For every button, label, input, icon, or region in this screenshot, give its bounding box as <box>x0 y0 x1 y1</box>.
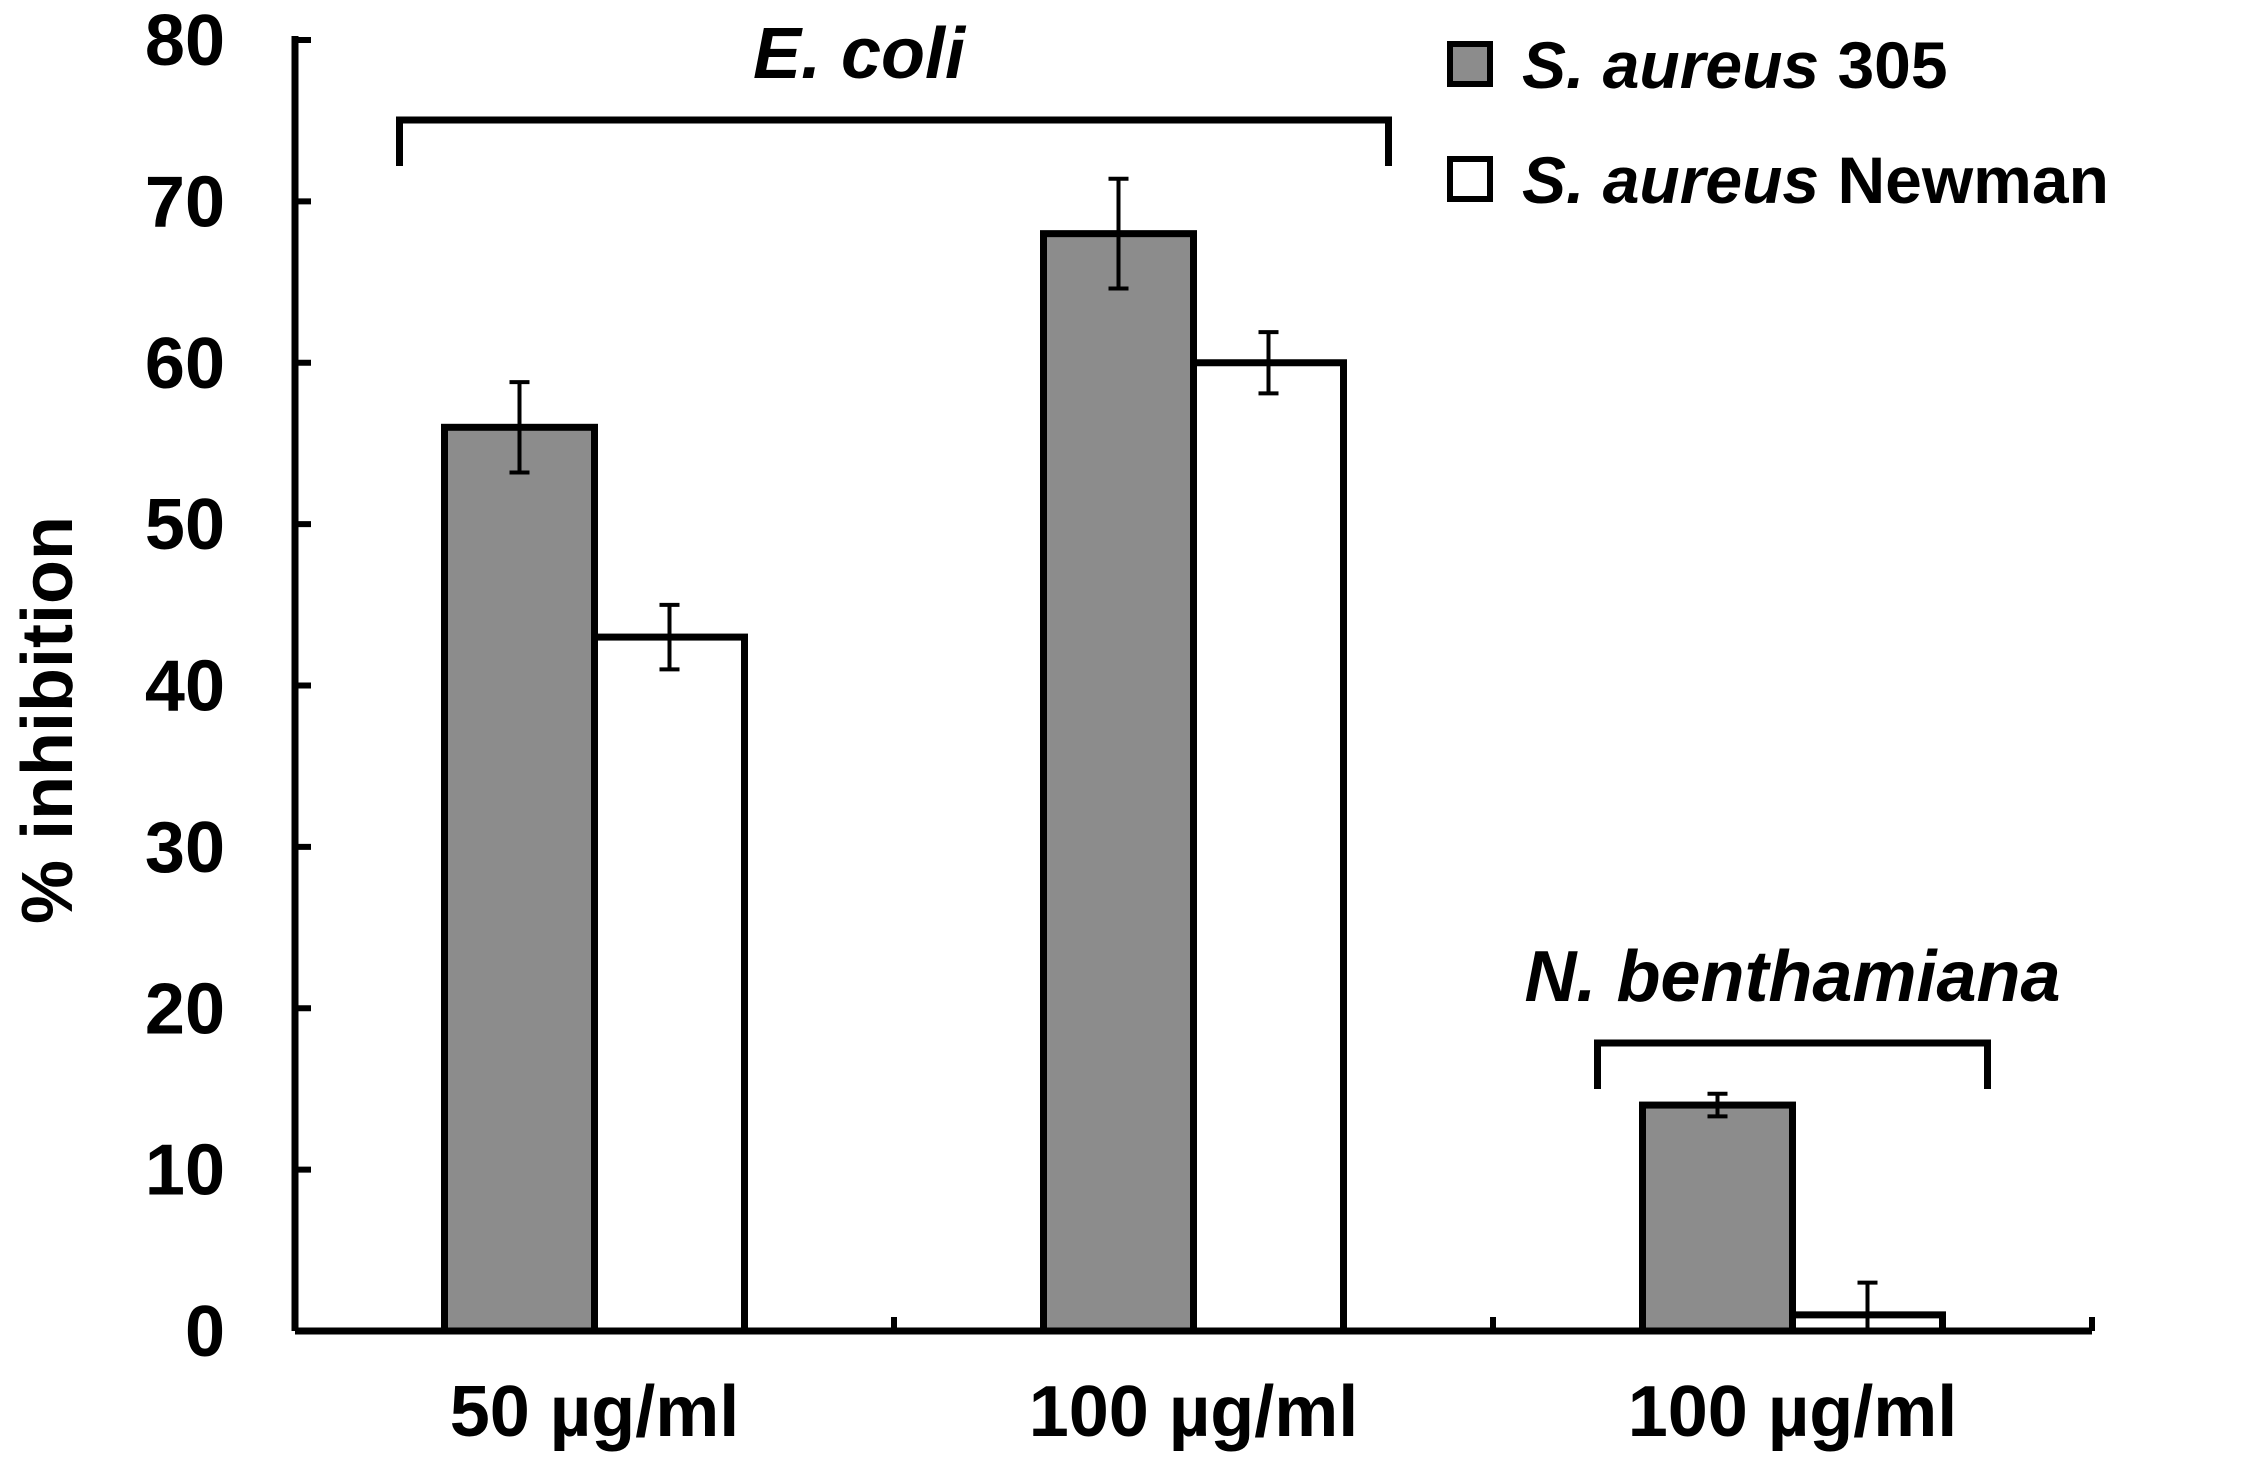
y-tick-label: 40 <box>145 647 225 727</box>
x-category-label: 100 µg/ml <box>1029 1372 1359 1452</box>
group-bracket <box>1594 1039 1991 1089</box>
y-tick-label: 60 <box>145 324 225 404</box>
bars <box>441 230 1946 1335</box>
y-tick-label: 30 <box>145 808 225 888</box>
group-label: N. benthamiana <box>1524 937 2060 1017</box>
y-tick-label: 20 <box>145 969 225 1049</box>
legend-label: S. aureus Newman <box>1522 143 2109 217</box>
y-tick-label: 0 <box>185 1292 225 1372</box>
y-tick-label: 10 <box>145 1131 225 1211</box>
legend-swatch <box>1447 156 1493 202</box>
axes: 0 10 20 30 40 50 60 70 80 50 µg/ml 100 µg/ml 100 µg… <box>145 1 2095 1452</box>
x-category-label: 100 µg/ml <box>1628 1372 1958 1452</box>
bar <box>591 633 748 1335</box>
legend: S. aureus 305 S. aureus Newman <box>1447 28 2109 217</box>
bar <box>441 423 598 1335</box>
legend-swatch <box>1447 41 1493 87</box>
error-bars <box>509 176 1878 1333</box>
y-tick-label: 70 <box>145 162 225 242</box>
bar <box>1190 359 1347 1335</box>
y-tick-label: 50 <box>145 485 225 565</box>
y-tick-label: 80 <box>145 1 225 81</box>
bar <box>1639 1101 1796 1335</box>
y-axis-label: % inhibition <box>8 516 88 924</box>
bar <box>1040 230 1197 1335</box>
group-brackets: E. coli N. benthamiana <box>396 14 2061 1089</box>
group-bracket <box>396 116 1392 166</box>
x-category-label: 50 µg/ml <box>450 1372 740 1452</box>
legend-label: S. aureus 305 <box>1522 28 1948 102</box>
group-label: E. coli <box>753 14 967 94</box>
